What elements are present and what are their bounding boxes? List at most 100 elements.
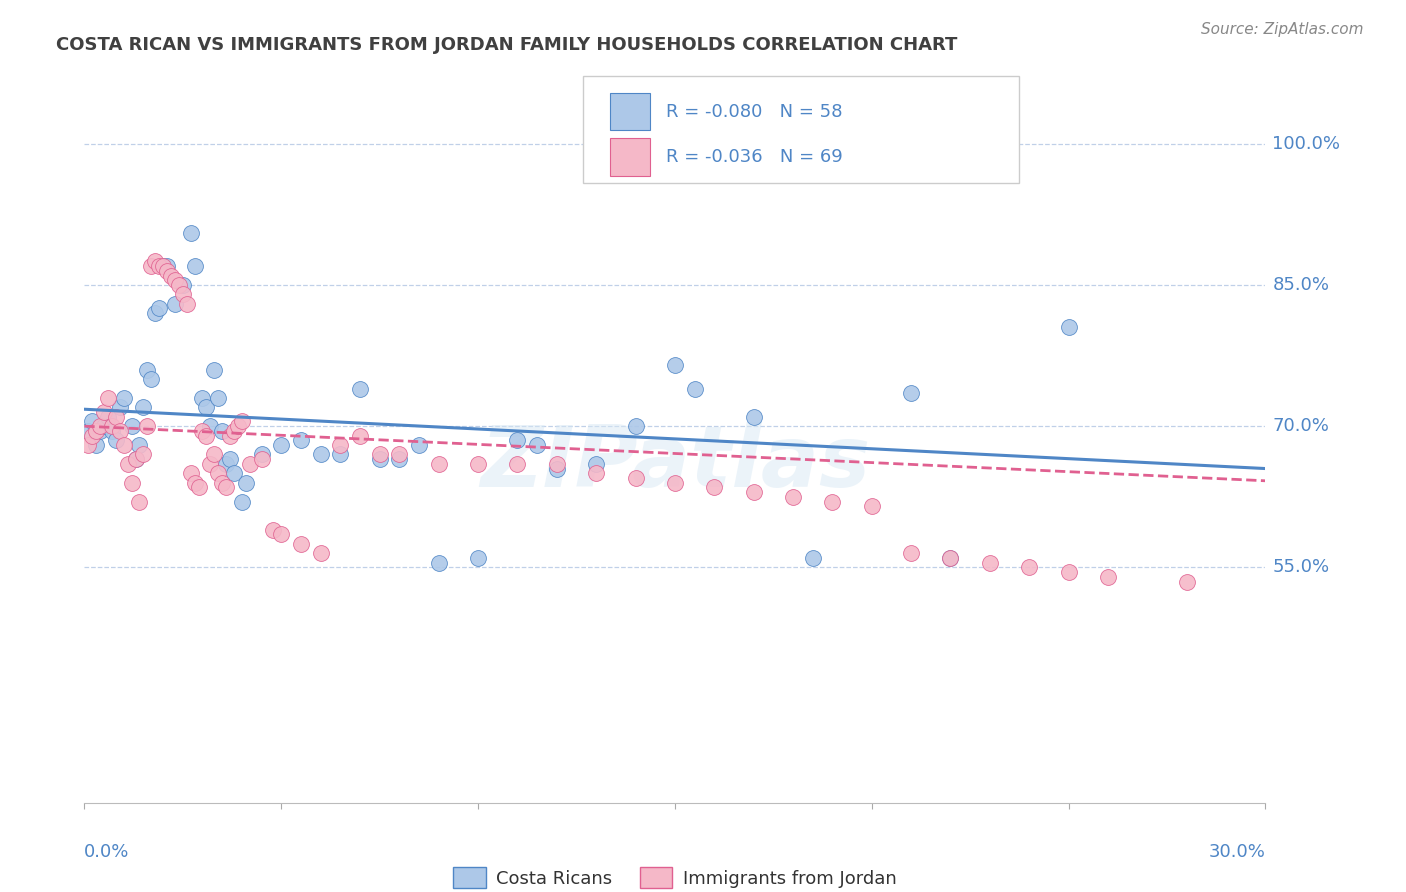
Point — [664, 358, 686, 372]
Point — [124, 452, 146, 467]
Point — [821, 494, 844, 508]
Point — [939, 551, 962, 566]
Point — [349, 382, 371, 396]
Point — [388, 447, 411, 461]
Point — [195, 401, 218, 415]
Point — [408, 438, 430, 452]
Point — [222, 467, 245, 481]
Text: 55.0%: 55.0% — [1272, 558, 1330, 576]
Point — [152, 259, 174, 273]
Point — [128, 438, 150, 452]
Point — [226, 419, 249, 434]
Point — [290, 537, 312, 551]
Text: ZIPatlas: ZIPatlas — [479, 422, 870, 506]
Point — [104, 434, 127, 448]
Point — [506, 434, 529, 448]
Point — [801, 551, 824, 566]
Text: 0.0%: 0.0% — [84, 843, 129, 861]
Point — [156, 264, 179, 278]
Point — [427, 457, 450, 471]
Point — [112, 391, 135, 405]
Point — [1057, 320, 1080, 334]
Point — [329, 447, 352, 461]
Point — [427, 556, 450, 570]
Point — [136, 419, 159, 434]
Point — [89, 424, 111, 438]
Point — [93, 419, 115, 434]
Point — [82, 428, 104, 442]
Point — [195, 428, 218, 442]
Point — [132, 401, 155, 415]
Point — [262, 523, 284, 537]
Point — [309, 546, 332, 560]
Point — [270, 438, 292, 452]
Point — [180, 467, 202, 481]
Text: 100.0%: 100.0% — [1272, 135, 1340, 153]
Point — [979, 556, 1001, 570]
Point — [900, 386, 922, 401]
Point — [101, 424, 124, 438]
Point — [183, 475, 205, 490]
Point — [121, 475, 143, 490]
Point — [191, 424, 214, 438]
Point — [1097, 570, 1119, 584]
Point — [97, 391, 120, 405]
Text: 70.0%: 70.0% — [1272, 417, 1329, 435]
Point — [368, 452, 391, 467]
Point — [172, 277, 194, 292]
Point — [585, 457, 607, 471]
Point — [683, 382, 706, 396]
Legend: Costa Ricans, Immigrants from Jordan: Costa Ricans, Immigrants from Jordan — [446, 860, 904, 892]
Point — [1018, 560, 1040, 574]
Point — [124, 452, 146, 467]
Point — [585, 467, 607, 481]
Point — [467, 551, 489, 566]
Text: COSTA RICAN VS IMMIGRANTS FROM JORDAN FAMILY HOUSEHOLDS CORRELATION CHART: COSTA RICAN VS IMMIGRANTS FROM JORDAN FA… — [56, 36, 957, 54]
Point — [703, 480, 725, 494]
Point — [349, 428, 371, 442]
Point — [368, 447, 391, 461]
Point — [93, 405, 115, 419]
Point — [77, 424, 100, 438]
Point — [900, 546, 922, 560]
Point — [939, 551, 962, 566]
Point — [187, 480, 209, 494]
Point — [219, 452, 242, 467]
Point — [176, 297, 198, 311]
Point — [82, 415, 104, 429]
Point — [163, 297, 186, 311]
Point — [860, 500, 883, 514]
Point — [329, 438, 352, 452]
Point — [222, 424, 245, 438]
Point — [664, 475, 686, 490]
Point — [108, 424, 131, 438]
Point — [250, 452, 273, 467]
Point — [215, 457, 238, 471]
Point — [84, 438, 107, 452]
Point — [526, 438, 548, 452]
Point — [200, 457, 222, 471]
Point — [215, 480, 238, 494]
Point — [143, 254, 166, 268]
Point — [112, 438, 135, 452]
Point — [546, 457, 568, 471]
Point — [250, 447, 273, 461]
Point — [104, 409, 127, 424]
Point — [167, 277, 190, 292]
Point — [108, 401, 131, 415]
Point — [1175, 574, 1198, 589]
Point — [121, 419, 143, 434]
Text: 30.0%: 30.0% — [1209, 843, 1265, 861]
Point — [191, 391, 214, 405]
Point — [207, 467, 229, 481]
Text: R = -0.080   N = 58: R = -0.080 N = 58 — [666, 103, 844, 120]
Point — [84, 424, 107, 438]
Point — [89, 419, 111, 434]
Point — [160, 268, 183, 283]
Point — [97, 409, 120, 424]
Point — [202, 362, 225, 376]
Point — [290, 434, 312, 448]
Point — [148, 259, 170, 273]
Text: Source: ZipAtlas.com: Source: ZipAtlas.com — [1201, 22, 1364, 37]
Point — [117, 457, 139, 471]
